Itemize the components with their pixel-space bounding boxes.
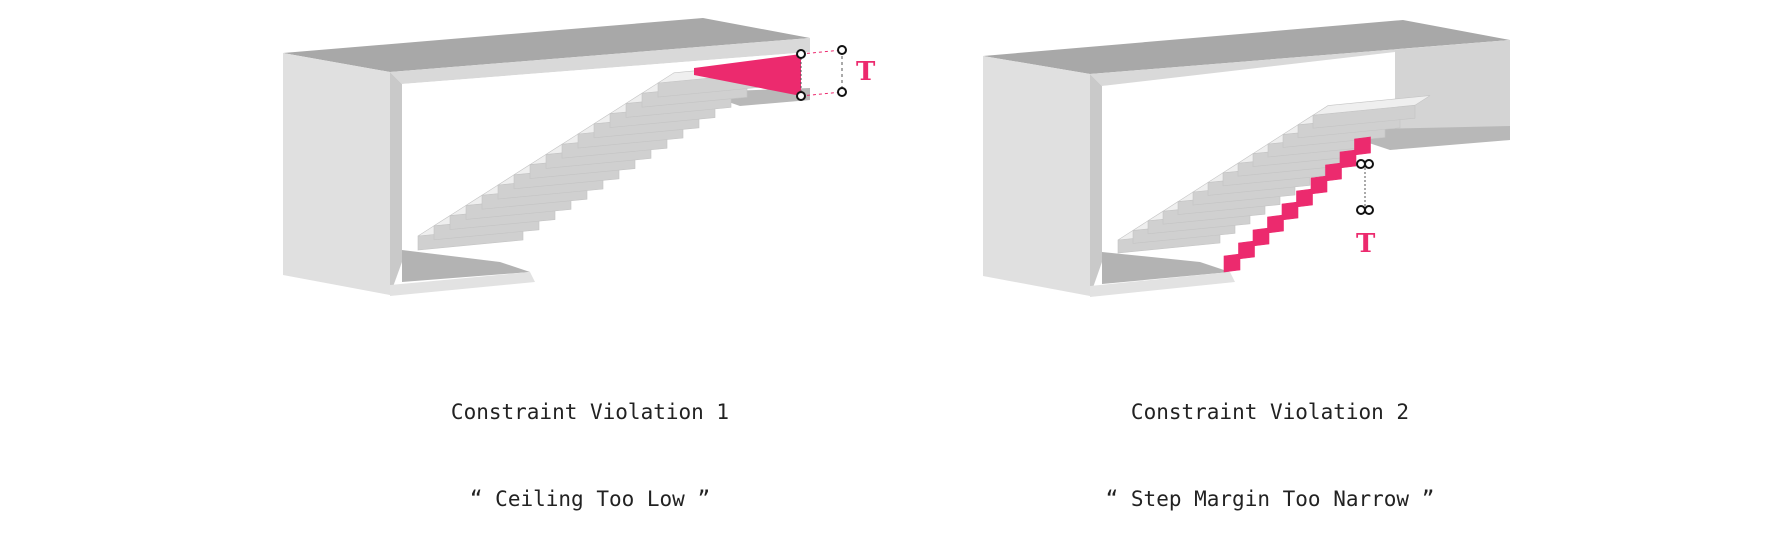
dimension-marker [796,45,847,101]
step-margin-violation-region [1223,136,1371,273]
violation-step [1281,201,1299,221]
dimension-label-t: T [1356,229,1376,259]
box-bottom-rail [1090,272,1235,297]
figure-2-step-margin-too-narrow: T [983,20,1510,297]
stair-step-tread [1312,95,1431,116]
caption-title: Constraint Violation 1 [450,400,730,424]
ceiling-violation-region [694,54,801,96]
box-left-face [983,56,1090,296]
violation-step [1252,227,1270,247]
caption-violation-1: Constraint Violation 1 “ Ceiling Too Low… [380,340,800,543]
diagram-canvas: T T [283,18,1510,297]
dimension-label-t: T [856,57,876,87]
violation-step [1296,188,1313,208]
box-inner-left [390,72,402,295]
box-right-end [1395,40,1510,144]
violation-step [1267,214,1284,234]
box-floor-left [1102,252,1230,284]
staircase-2 [1117,95,1431,254]
box-front-top-beam [390,38,810,84]
caption-title: Constraint Violation 2 [1130,400,1410,424]
box-top-slab [983,20,1510,74]
dimension-marker [1356,159,1374,215]
violation-step [1325,162,1342,182]
violation-step [1223,253,1241,273]
box-inner-left [1090,74,1102,296]
violation-step [1354,136,1371,156]
staircase-1 [417,62,780,251]
box-bottom-rail [390,272,535,296]
figure-1-ceiling-too-low: T [283,18,876,296]
caption-violation-2: Constraint Violation 2 “ Step Margin Too… [1060,340,1480,543]
violation-step [1310,175,1328,195]
box-floor-left [402,250,530,282]
violation-step [1238,240,1255,260]
box-top-slab [283,18,810,72]
caption-subtitle: “ Ceiling Too Low ” [469,487,711,511]
caption-subtitle: “ Step Margin Too Narrow ” [1105,487,1435,511]
violation-step [1339,149,1357,169]
box-left-face [283,53,390,295]
